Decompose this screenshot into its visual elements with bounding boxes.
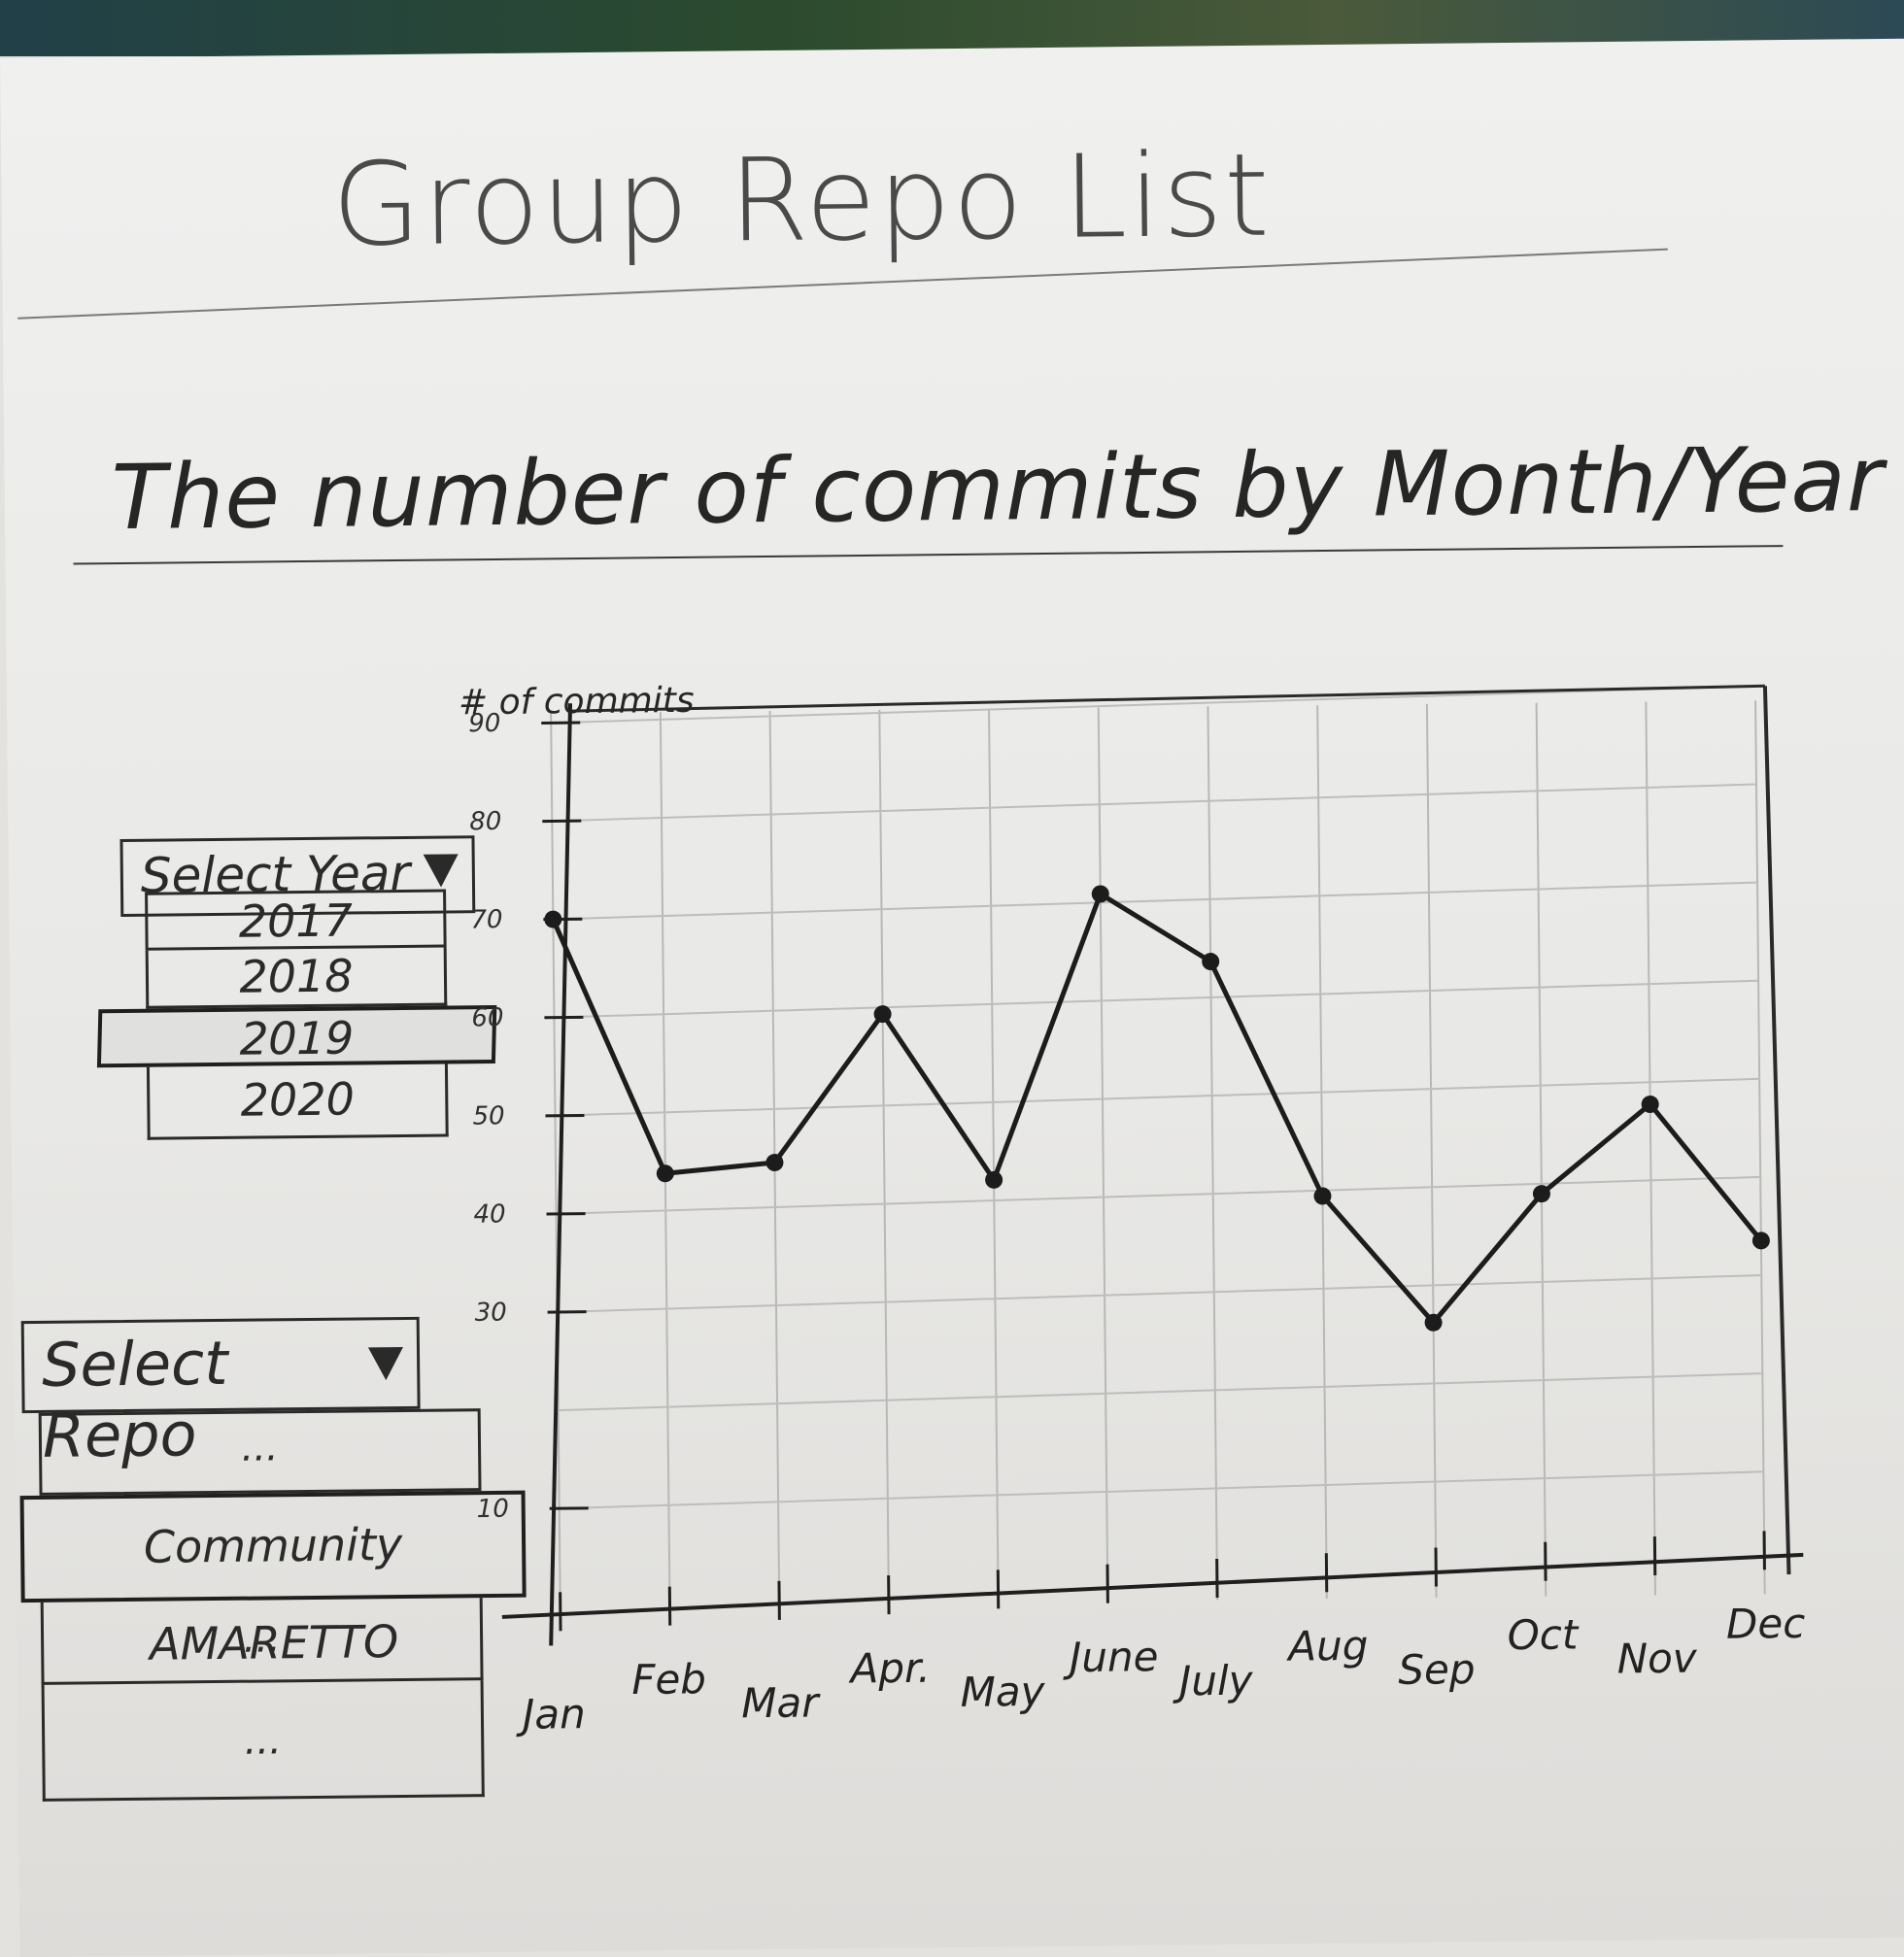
x-tick-label: Jan (516, 1690, 586, 1738)
grid-line-vertical (1317, 705, 1327, 1599)
y-tick-label: 30 (474, 1299, 506, 1328)
grid-line-vertical (1427, 704, 1437, 1598)
chart-right-border (1765, 686, 1789, 1574)
data-point (544, 910, 561, 928)
grid-line-vertical (551, 713, 561, 1606)
repo-option-selected[interactable]: Community AMARETTO (20, 1491, 527, 1603)
x-tick-label: Apr. (847, 1644, 931, 1693)
data-point (873, 1005, 891, 1023)
grid-line-horizontal (553, 883, 1757, 920)
data-point (1642, 1096, 1659, 1113)
chevron-down-icon[interactable] (424, 854, 459, 887)
grid-line-vertical (1099, 707, 1108, 1601)
chart-title-underline (73, 545, 1783, 564)
chart-grid (551, 686, 1765, 1606)
x-axis (501, 1555, 1803, 1617)
grid-line-vertical (1207, 706, 1217, 1600)
grid-line-vertical (1755, 700, 1765, 1594)
grid-line-vertical (770, 711, 780, 1604)
y-axis (541, 703, 580, 1645)
grid-line-vertical (989, 709, 999, 1603)
y-axis-label: # of commits (459, 681, 695, 724)
x-tick-label: Oct (1507, 1610, 1580, 1659)
x-tick-label: May (960, 1668, 1045, 1716)
grid-line-vertical (1646, 702, 1655, 1596)
grid-line-horizontal (555, 1079, 1759, 1116)
x-tick-label: Mar (741, 1678, 821, 1727)
page-title: Group Repo List (331, 128, 1272, 272)
data-point (1313, 1187, 1331, 1204)
data-point (1752, 1232, 1770, 1249)
data-point (1533, 1185, 1550, 1202)
grid-line-vertical (1537, 703, 1547, 1597)
x-tick-label: July (1173, 1657, 1254, 1705)
repo-option[interactable]: ... (42, 1680, 485, 1802)
data-point (1424, 1314, 1442, 1332)
grid-line-horizontal (556, 1177, 1760, 1214)
grid-line-horizontal (557, 1275, 1761, 1312)
grid-line-vertical (879, 710, 889, 1603)
x-tick-label: Dec (1726, 1600, 1806, 1648)
x-tick-label: Sep (1398, 1645, 1476, 1694)
grid-line-horizontal (558, 1373, 1762, 1410)
chevron-down-icon[interactable] (368, 1347, 403, 1380)
grid-line-vertical (661, 712, 670, 1605)
x-tick-label: Aug (1285, 1622, 1369, 1670)
grid-line-horizontal (552, 784, 1756, 821)
year-option[interactable]: 2017 (145, 890, 447, 951)
x-tick-label: June (1063, 1633, 1159, 1681)
year-option[interactable]: 2018 (146, 947, 448, 1008)
x-tick-label: Feb (631, 1655, 706, 1704)
chart-series (544, 878, 1771, 1340)
repo-select[interactable]: Select Repo (21, 1317, 421, 1413)
commits-series-line (553, 887, 1762, 1332)
data-point (765, 1154, 783, 1171)
repo-option[interactable]: ... (41, 1598, 484, 1685)
data-point (657, 1164, 674, 1182)
chart-title: The number of commits by Month/Year (111, 427, 1885, 550)
data-point (1092, 885, 1109, 902)
data-point (1202, 953, 1219, 970)
year-option-selected[interactable]: 2019 (97, 1005, 496, 1067)
y-tick-label: 40 (473, 1199, 505, 1229)
grid-line-horizontal (554, 981, 1758, 1018)
data-point (985, 1171, 1003, 1189)
year-option[interactable]: 2020 (147, 1063, 449, 1139)
x-tick-label: Nov (1616, 1635, 1698, 1683)
y-tick-label: 90 (468, 709, 500, 738)
chart-top-border (570, 686, 1765, 711)
year-options-list: 2017 2018 2019 2020 (145, 890, 449, 1140)
repo-options-list: ... Community AMARETTO ... ... (39, 1408, 485, 1802)
grid-line-horizontal (551, 686, 1755, 723)
sketch-sheet: Group Repo List The number of commits by… (0, 39, 1904, 1957)
y-tick-label: 50 (472, 1101, 504, 1130)
grid-line-horizontal (559, 1471, 1763, 1508)
repo-option[interactable]: ... (39, 1408, 482, 1496)
y-tick-label: 80 (469, 807, 501, 836)
chart-axes (493, 686, 1804, 1646)
